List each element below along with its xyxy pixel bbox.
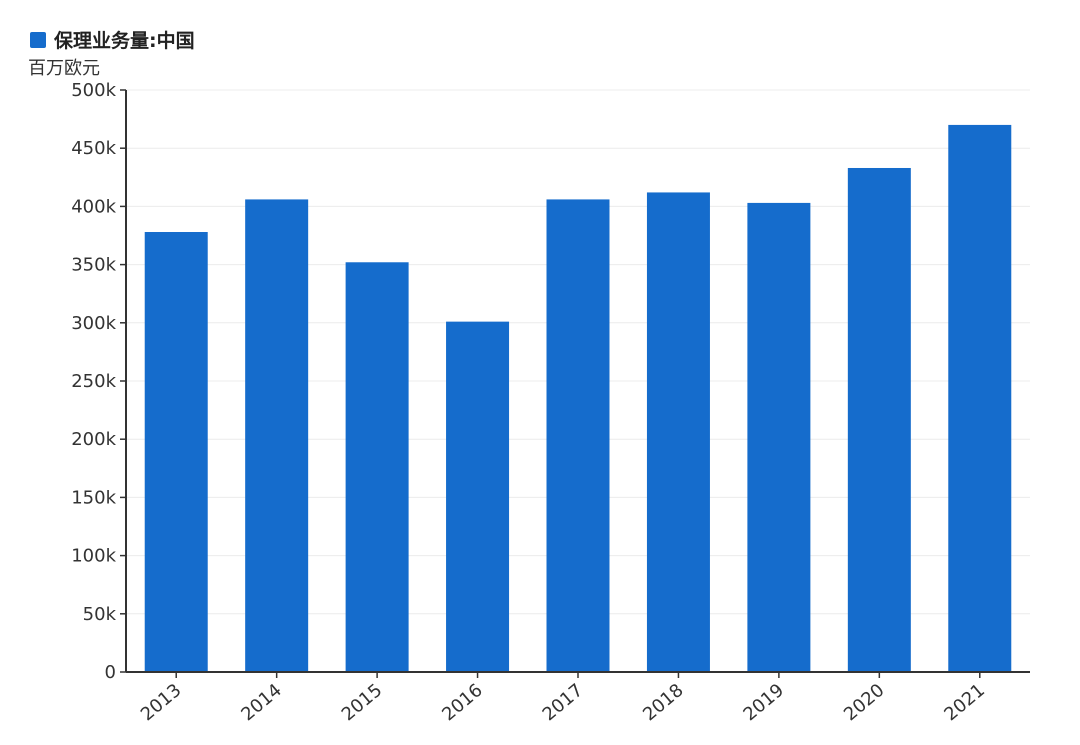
x-tick-label: 2019 bbox=[740, 680, 789, 726]
bar-2016 bbox=[446, 321, 510, 672]
x-axis-ticks: 2013 2014 2015 2016 2017 2018 2019 2020 2021 bbox=[137, 672, 989, 725]
y-tick-label: 150k bbox=[71, 487, 116, 508]
x-tick-label: 2013 bbox=[137, 680, 186, 726]
y-axis-unit-label: 百万欧元 bbox=[28, 58, 100, 79]
x-tick-label: 2020 bbox=[840, 680, 889, 726]
bar-2020 bbox=[847, 167, 911, 672]
y-tick-label: 450k bbox=[71, 138, 116, 159]
x-tick-label: 2018 bbox=[639, 680, 688, 726]
bar-2018 bbox=[646, 192, 710, 672]
bar-2021 bbox=[948, 124, 1012, 673]
x-tick-label: 2021 bbox=[940, 680, 989, 726]
x-tick-label: 2017 bbox=[539, 680, 588, 726]
bar-2017 bbox=[546, 199, 610, 672]
x-tick-label: 2015 bbox=[338, 680, 387, 726]
bar-2019 bbox=[747, 202, 811, 672]
legend-label: 保理业务量:中国 bbox=[54, 30, 195, 52]
x-tick-label: 2014 bbox=[237, 680, 286, 726]
y-tick-label: 250k bbox=[71, 371, 116, 392]
y-tick-label: 200k bbox=[71, 429, 116, 450]
x-tick-label: 2016 bbox=[438, 680, 487, 726]
y-tick-label: 400k bbox=[71, 196, 116, 217]
y-tick-label: 0 bbox=[105, 662, 116, 683]
bar-2015 bbox=[345, 262, 409, 672]
legend: 保理业务量:中国 bbox=[30, 26, 195, 53]
legend-swatch bbox=[30, 31, 46, 48]
bar-2013 bbox=[144, 232, 208, 672]
y-tick-label: 350k bbox=[71, 255, 116, 276]
bars bbox=[144, 124, 1012, 673]
y-tick-label: 500k bbox=[71, 80, 116, 101]
y-tick-label: 50k bbox=[83, 604, 117, 625]
y-axis-ticks: 0 50k 100k 150k 200k 250k 300k 350k 400k 450k 500k bbox=[71, 80, 126, 683]
bar-2014 bbox=[245, 199, 309, 672]
y-tick-label: 300k bbox=[71, 313, 116, 334]
y-tick-label: 100k bbox=[71, 546, 116, 567]
